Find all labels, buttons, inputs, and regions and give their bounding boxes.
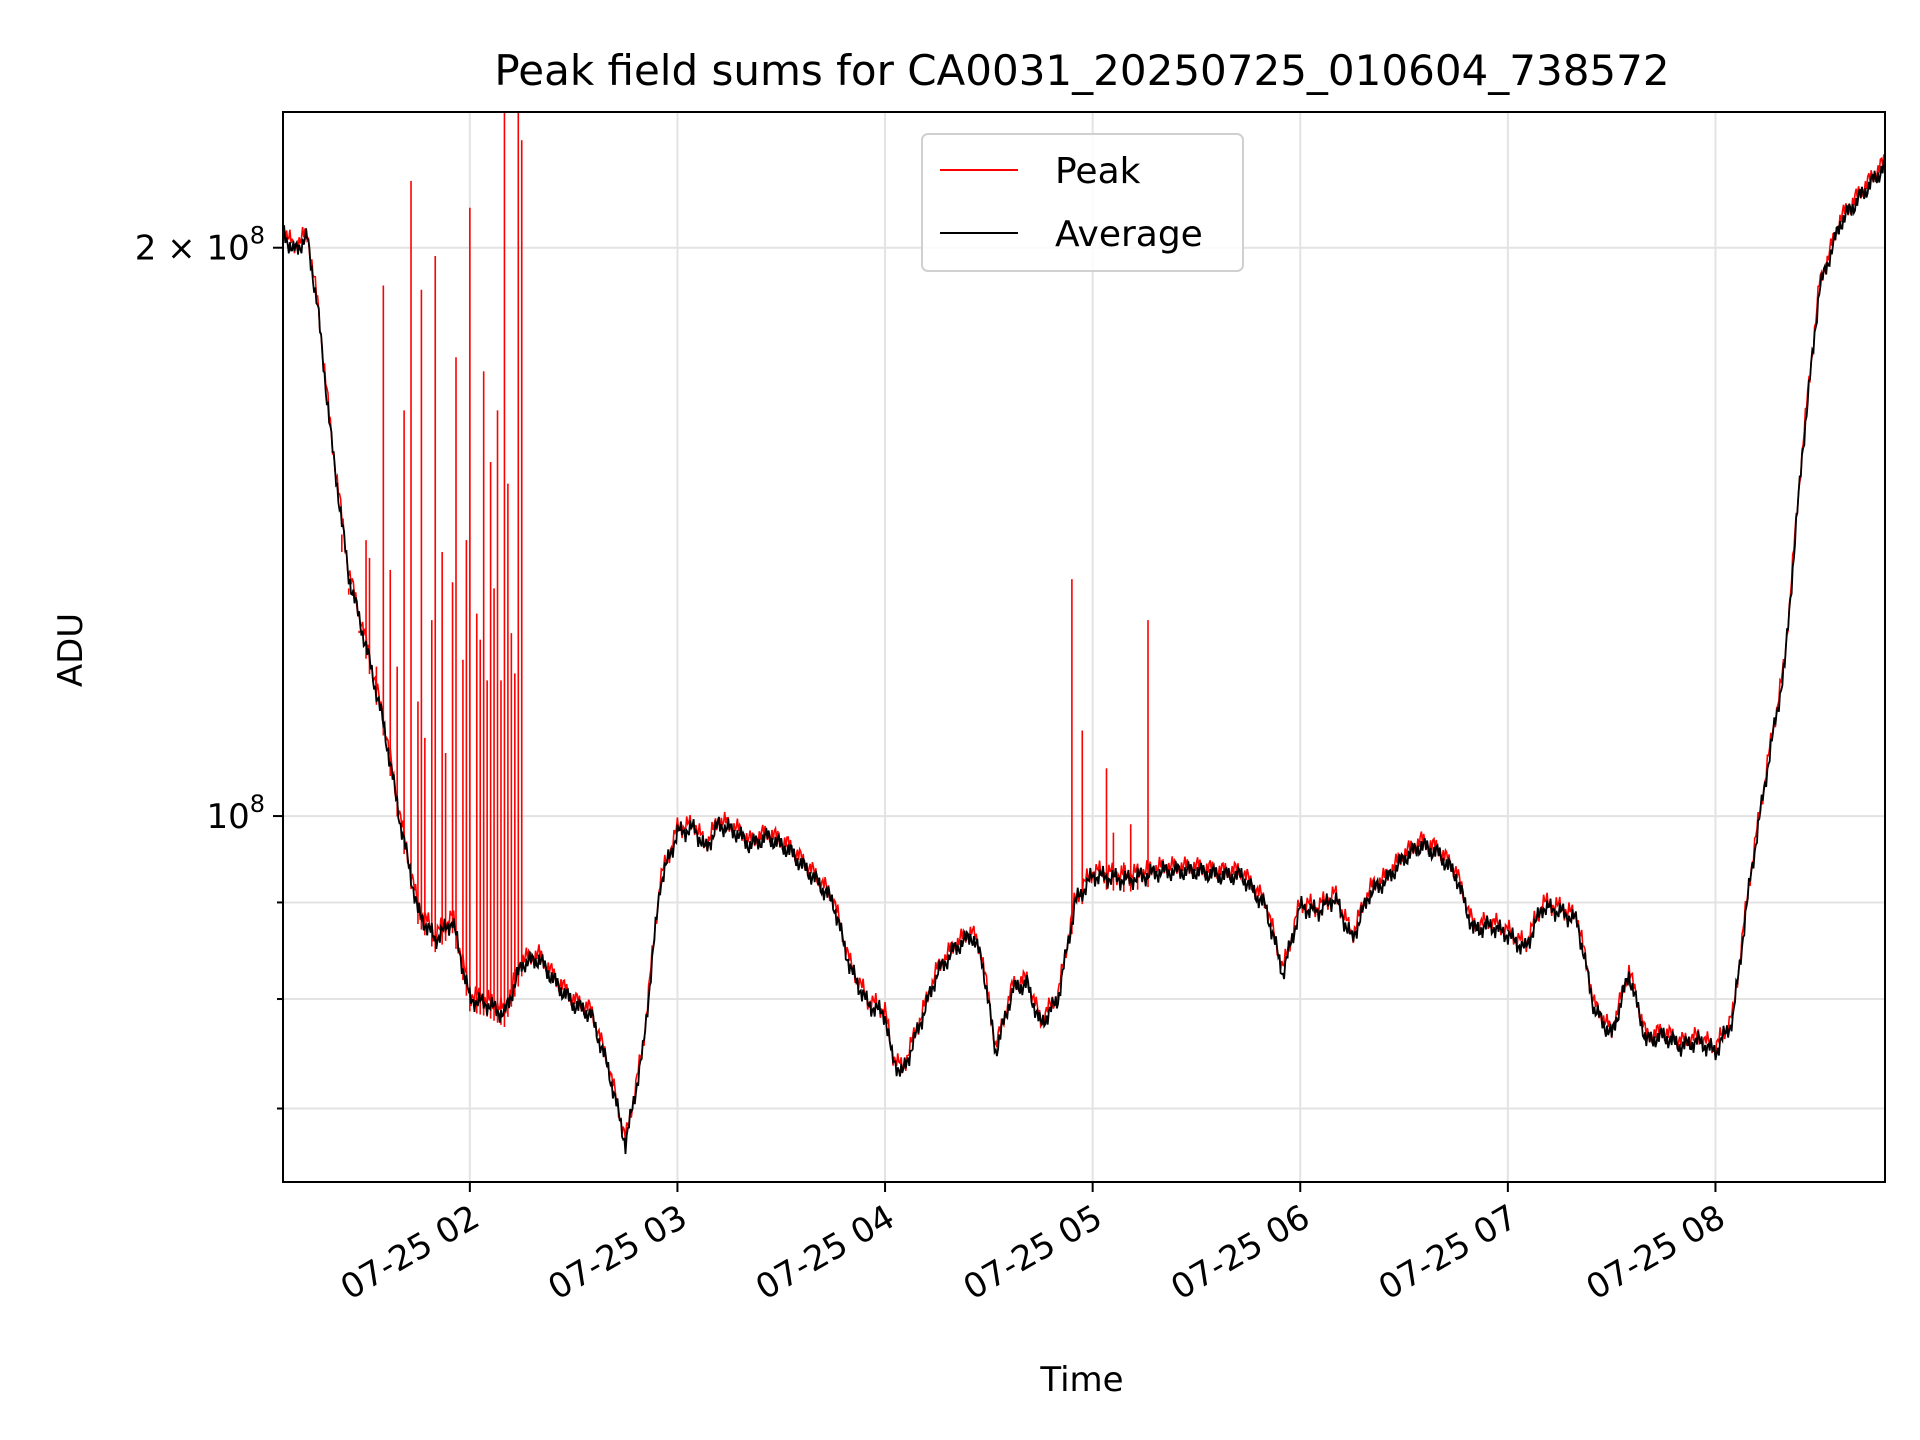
legend: Peak Average xyxy=(921,133,1244,272)
series-peak-line xyxy=(283,154,1885,1142)
chart-title: Peak field sums for CA0031_20250725_0106… xyxy=(494,46,1669,95)
series-average-line xyxy=(283,159,1885,1155)
y-tick-label-base: 10 xyxy=(206,797,249,837)
axes xyxy=(273,111,1886,1192)
grid-lines xyxy=(283,112,1885,1182)
x-axis-label: Time xyxy=(1039,1360,1123,1400)
legend-label: Average xyxy=(1055,214,1203,255)
series-group xyxy=(283,112,1885,1155)
y-axis-label: ADU xyxy=(51,613,91,687)
legend-box xyxy=(921,133,1244,272)
legend-label: Peak xyxy=(1055,151,1141,192)
y-tick-label-exponent: 8 xyxy=(250,790,265,818)
plot-frame xyxy=(282,111,1886,1183)
y-tick-label: 2 × 108 xyxy=(135,222,265,269)
y-tick-label: 108 xyxy=(206,790,265,837)
y-tick-label-base: 2 × 10 xyxy=(135,229,250,269)
y-tick-label-exponent: 8 xyxy=(250,222,265,250)
